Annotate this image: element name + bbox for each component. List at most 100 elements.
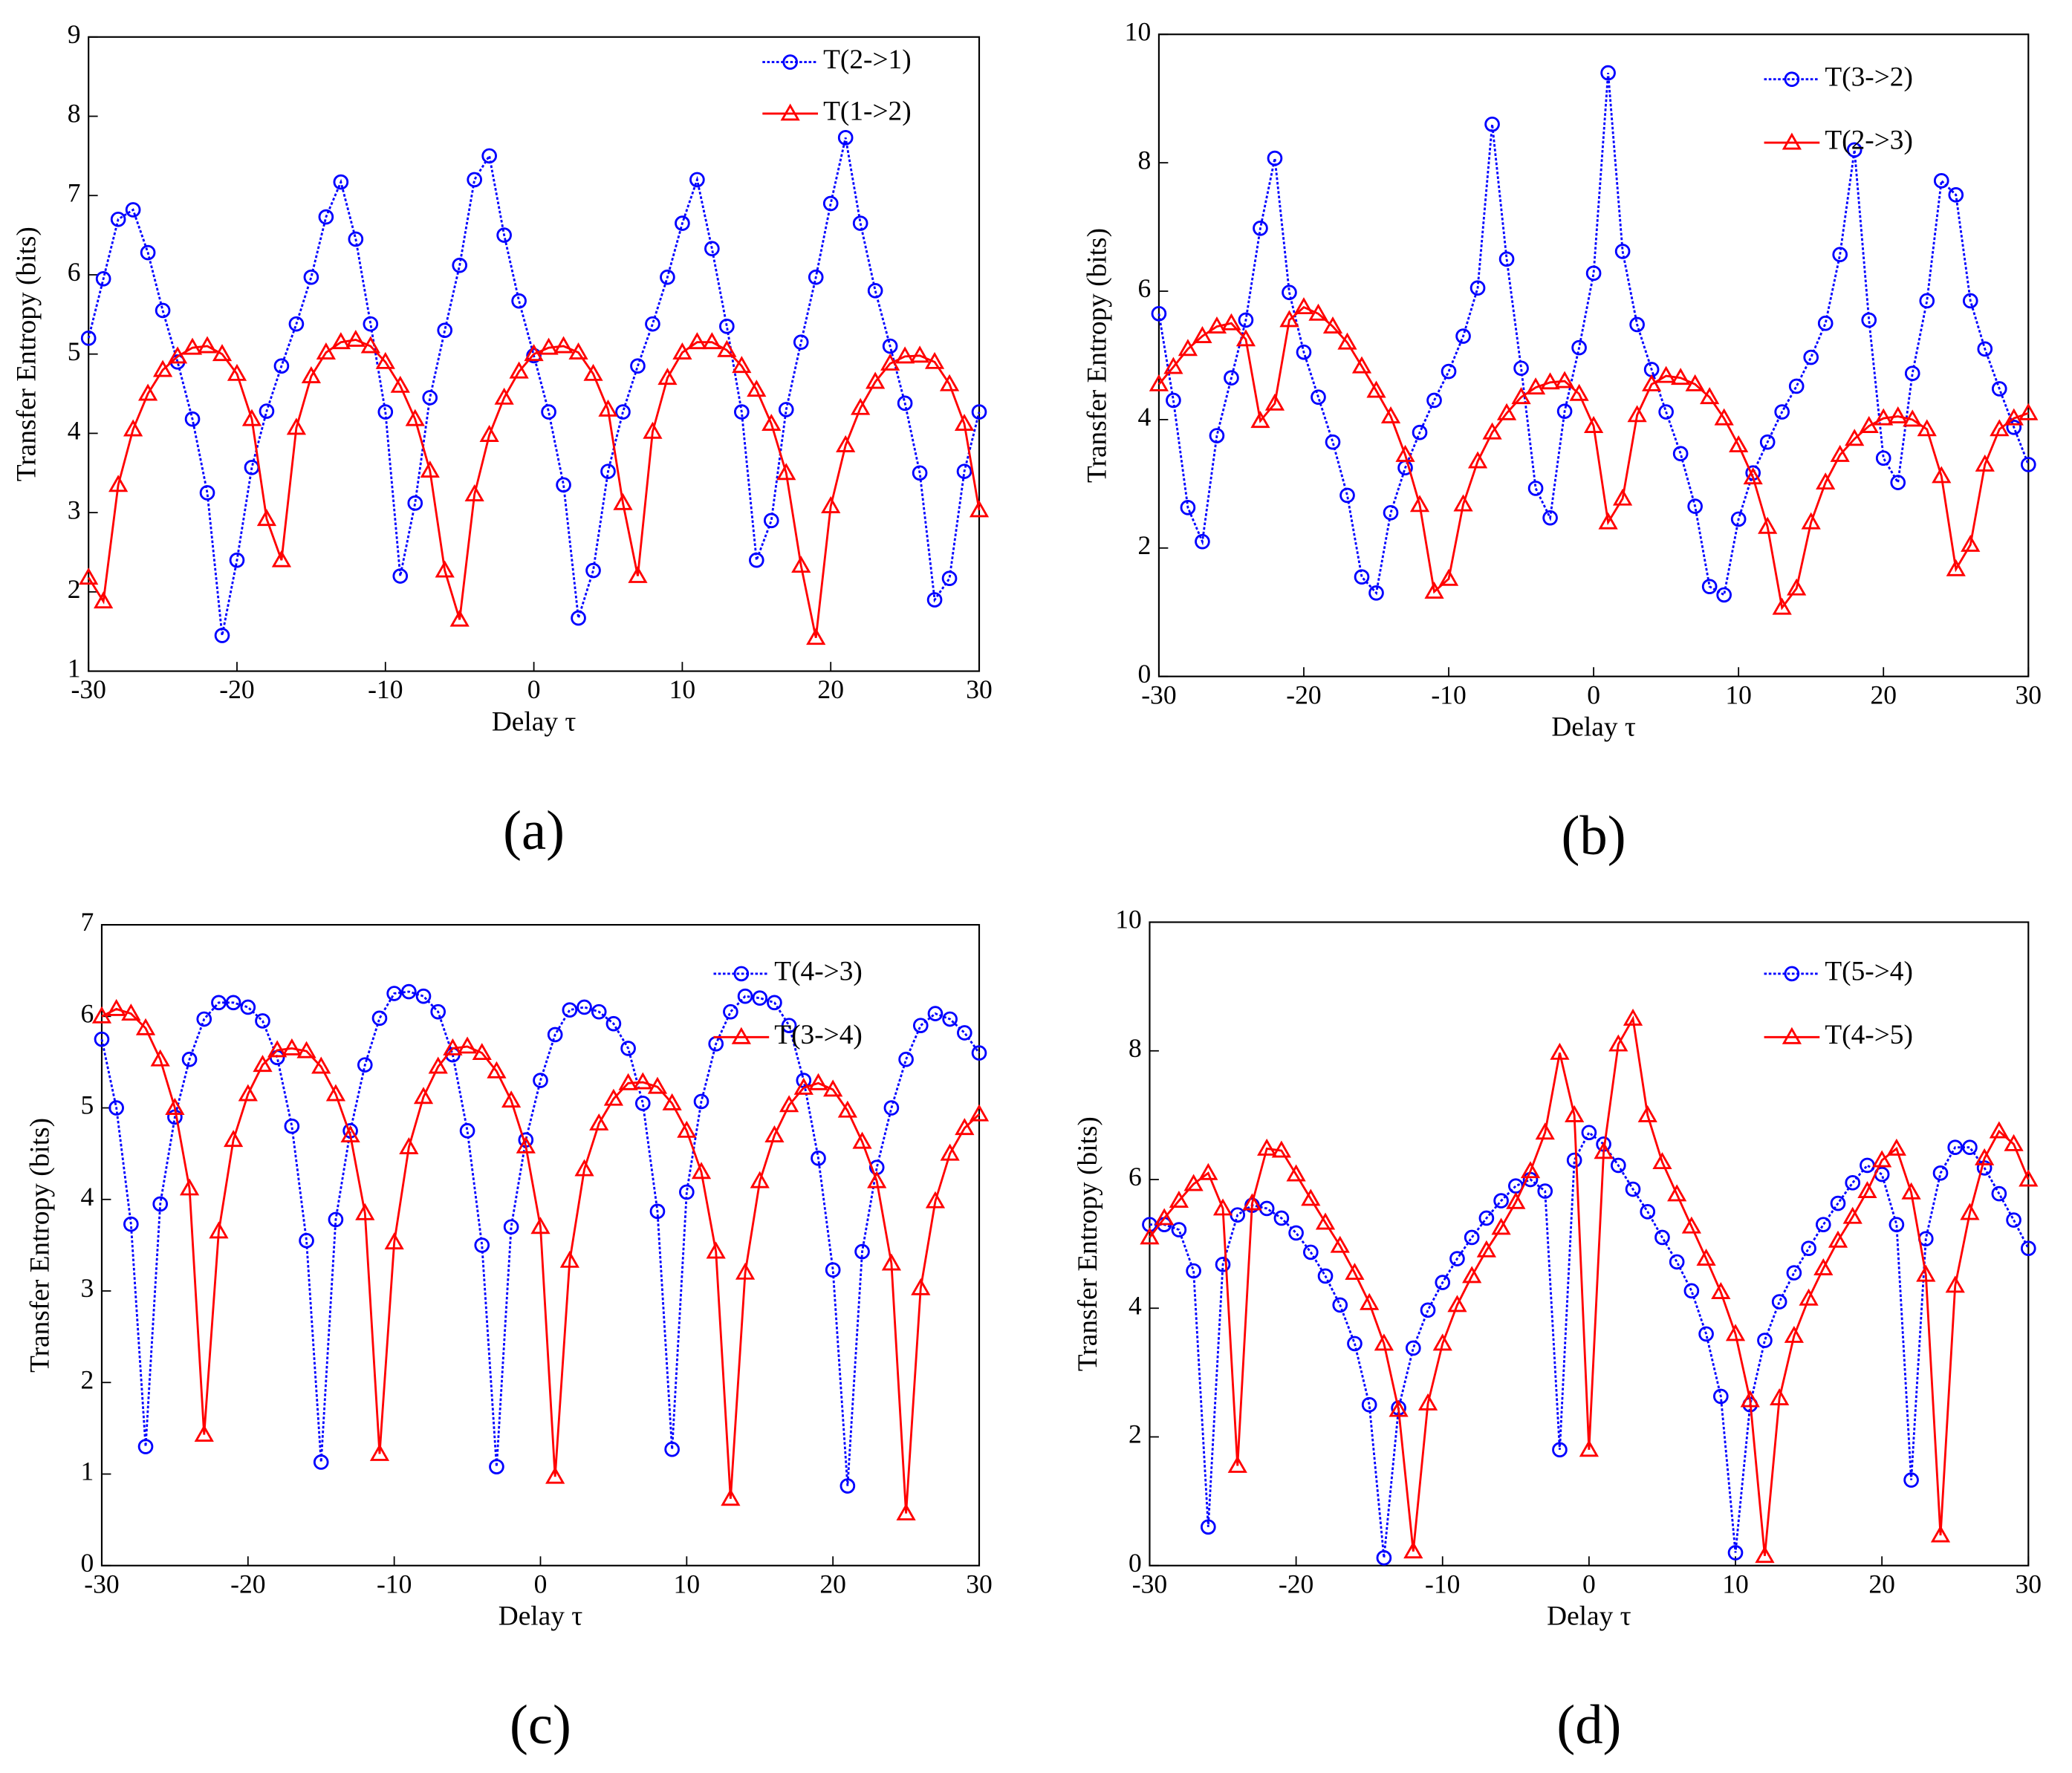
- point: [165, 1098, 185, 1115]
- point: [1962, 1139, 1978, 1156]
- point: [618, 1073, 638, 1090]
- point: [750, 1171, 770, 1188]
- point: [1491, 1217, 1511, 1235]
- point: [1640, 1204, 1656, 1220]
- point: [1711, 1282, 1731, 1300]
- point: [1975, 1148, 1995, 1165]
- y-axis-label: Transfer Entropy (bits): [1073, 1116, 1103, 1371]
- point: [1535, 1122, 1555, 1140]
- point: [384, 1232, 404, 1250]
- point: [259, 403, 275, 419]
- panel-label: (c): [510, 1694, 571, 1756]
- y-tick-label: 2: [1128, 1419, 1142, 1449]
- point: [1875, 450, 1891, 466]
- point: [591, 1003, 607, 1020]
- point: [1681, 1216, 1702, 1234]
- point: [1652, 1152, 1672, 1170]
- point: [399, 1137, 419, 1154]
- y-tick-label: 8: [1128, 1033, 1142, 1063]
- point: [1886, 1138, 1906, 1156]
- point: [1212, 1198, 1233, 1216]
- point: [1227, 1455, 1247, 1473]
- x-tick-label: -20: [230, 1569, 265, 1598]
- point: [1755, 1546, 1775, 1564]
- point: [1163, 357, 1183, 374]
- point: [633, 1072, 653, 1090]
- point: [1600, 65, 1616, 81]
- point: [837, 1100, 857, 1118]
- point: [1221, 313, 1241, 331]
- point: [1273, 1210, 1290, 1226]
- point: [926, 592, 943, 608]
- point: [1520, 1161, 1541, 1179]
- point: [562, 1002, 578, 1018]
- point: [547, 1027, 563, 1043]
- point: [764, 1125, 785, 1142]
- point: [630, 358, 646, 374]
- x-tick-label: -30: [1141, 680, 1176, 709]
- point: [1786, 1265, 1802, 1281]
- point: [1669, 1254, 1685, 1270]
- point: [880, 353, 900, 371]
- point: [1301, 1188, 1321, 1206]
- point: [1782, 132, 1802, 150]
- point: [386, 986, 402, 1001]
- point: [898, 1051, 914, 1067]
- point: [155, 302, 171, 319]
- point: [1845, 1175, 1861, 1191]
- point: [647, 1076, 668, 1094]
- point: [1484, 116, 1500, 132]
- point: [731, 1027, 751, 1044]
- point: [2004, 408, 2024, 426]
- point: [954, 414, 975, 432]
- legend-label: T(4->5): [1825, 1020, 1913, 1050]
- point: [1901, 1182, 1921, 1200]
- point: [137, 383, 158, 401]
- point: [1332, 1297, 1348, 1313]
- point: [1455, 328, 1471, 344]
- panel-label: (d): [1556, 1694, 1621, 1756]
- point: [108, 475, 129, 492]
- point: [881, 1253, 902, 1271]
- point: [808, 1073, 828, 1090]
- point: [511, 293, 527, 309]
- point: [942, 1011, 958, 1027]
- y-tick-label: 3: [81, 1273, 94, 1303]
- point: [825, 1262, 841, 1278]
- point: [182, 337, 203, 355]
- point: [375, 351, 395, 369]
- point: [1478, 1210, 1495, 1226]
- point: [643, 421, 663, 439]
- point: [1511, 387, 1531, 405]
- point: [1224, 370, 1239, 386]
- point: [1250, 411, 1270, 429]
- point: [199, 485, 215, 501]
- point: [1149, 374, 1169, 391]
- point: [897, 395, 913, 411]
- point: [214, 628, 230, 643]
- point: [1201, 1519, 1216, 1535]
- point: [1441, 363, 1457, 380]
- point: [1383, 504, 1399, 521]
- point: [1991, 1185, 2007, 1202]
- x-tick-label: -10: [1431, 680, 1466, 709]
- x-axis-label: Delay τ: [498, 1601, 583, 1631]
- point: [1420, 1302, 1436, 1318]
- point: [1186, 1263, 1201, 1279]
- point: [479, 425, 499, 442]
- point: [79, 567, 99, 585]
- point: [420, 461, 440, 478]
- point: [971, 1045, 987, 1061]
- y-tick-label: 3: [68, 495, 81, 524]
- point: [539, 337, 559, 355]
- point: [481, 148, 497, 164]
- point: [1151, 305, 1167, 322]
- point: [1581, 1125, 1597, 1141]
- legend-label: T(5->4): [1825, 956, 1913, 986]
- point: [1948, 187, 1964, 203]
- point: [851, 397, 871, 415]
- point: [1685, 374, 1705, 391]
- point: [1438, 568, 1459, 586]
- y-tick-label: 9: [68, 19, 81, 49]
- point: [2019, 1169, 2039, 1187]
